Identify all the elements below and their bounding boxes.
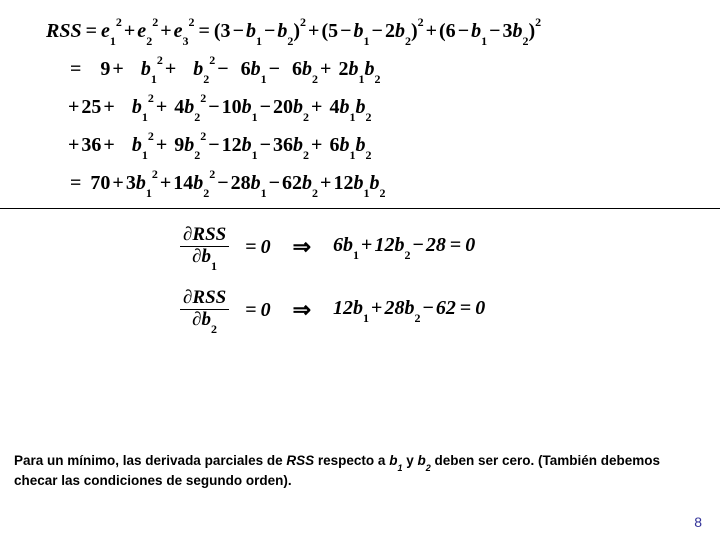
partial-derivatives-block: ∂RSS ∂b1 =0 ⇒ 6b1+12b2−28=0 ∂RSS ∂b2 =0 … [0,209,720,333]
fraction-drss-db1: ∂RSS ∂b1 [180,225,229,270]
fraction-drss-db2: ∂RSS ∂b2 [180,288,229,333]
caption-text-mid1: respecto a [314,453,389,468]
implies-arrow-icon: ⇒ [283,297,321,323]
partial-row-b2: ∂RSS ∂b2 =0 ⇒ 12b1+28b2−62=0 [180,288,720,333]
partial-row-b1: ∂RSS ∂b1 =0 ⇒ 6b1+12b2−28=0 [180,225,720,270]
slide-caption: Para un mínimo, las derivada parciales d… [14,452,706,490]
rss-line-3: +25+ b12+ 4b22−10b1−20b2+ 4b1b2 [46,88,720,126]
caption-text-pre: Para un mínimo, las derivada parciales d… [14,453,286,468]
rss-line-2: = 9+ b12+ b22− 6b1− 6b2+ 2b1b2 [46,50,720,88]
caption-rss: RSS [286,453,314,468]
rss-line-4: +36+ b12+ 9b22−12b1−36b2+ 6b1b2 [46,126,720,164]
caption-and: y [402,453,417,468]
page-number: 8 [694,514,702,530]
caption-b2: b2 [417,453,430,468]
caption-b1: b1 [389,453,402,468]
rss-line-1: RSS=e12+e22+e32=(3−b1−b2)2+(5−b1−2b2)2+(… [46,12,720,50]
implies-arrow-icon: ⇒ [283,234,321,260]
rss-expansion-block: RSS=e12+e22+e32=(3−b1−b2)2+(5−b1−2b2)2+(… [0,0,720,202]
rss-line-5: = 70+3b12+14b22−28b1−62b2+12b1b2 [46,164,720,202]
